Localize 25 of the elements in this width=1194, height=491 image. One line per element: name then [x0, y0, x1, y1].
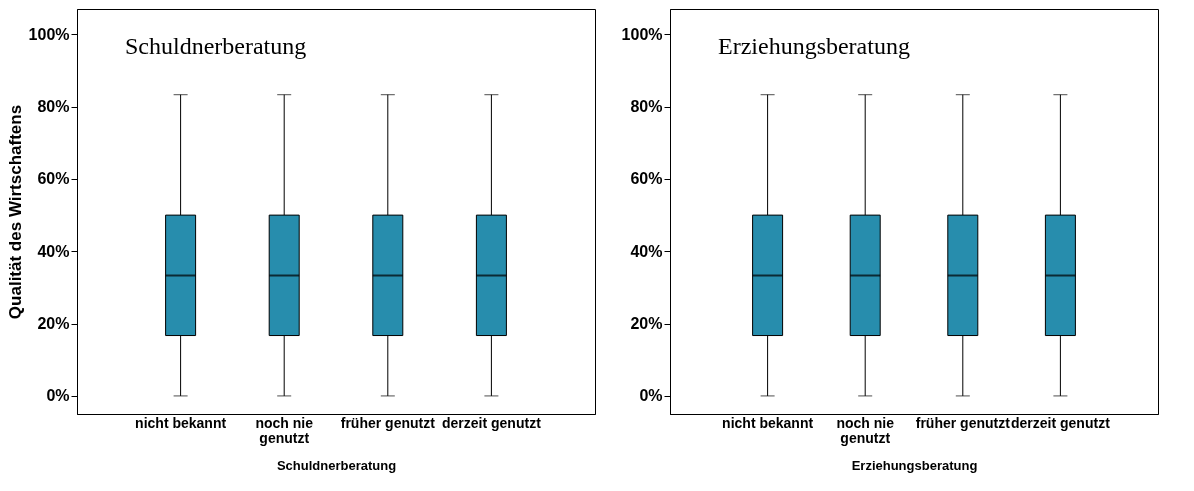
x-tick-label: noch nie genutzt — [255, 414, 314, 446]
y-axis-title: Qualität des Wirtschaftens — [5, 104, 25, 320]
x-tick-label: früher genutzt — [915, 414, 1011, 431]
y-tick-label: 20% — [37, 315, 70, 333]
x-tick-label: früher genutzt — [340, 414, 436, 431]
y-tick-label: 100% — [28, 25, 70, 43]
y-tick-label: 40% — [630, 242, 663, 260]
x-tick-label: nicht bekannt — [722, 414, 814, 431]
x-tick-label: derzeit genutzt — [442, 414, 542, 431]
y-tick-label: 0% — [46, 387, 70, 405]
y-tick-label: 60% — [630, 170, 663, 188]
y-tick-label: 100% — [621, 25, 663, 43]
y-tick-label: 40% — [37, 242, 70, 260]
y-tick-label: 80% — [630, 98, 663, 116]
text: Erziehungsberatung — [718, 33, 910, 59]
x-axis-title: Schuldnerberatung — [276, 457, 397, 473]
x-tick-label: noch nie genutzt — [836, 414, 895, 446]
x-axis-title: Erziehungsberatung — [851, 457, 978, 473]
text: Schuldnerberatung — [125, 33, 307, 59]
y-tick-label: 20% — [630, 315, 663, 333]
x-tick-label: nicht bekannt — [135, 414, 227, 431]
y-tick-label: 80% — [37, 98, 70, 116]
y-tick-label: 0% — [639, 387, 663, 405]
x-tick-label: derzeit genutzt — [1011, 414, 1111, 431]
y-tick-label: 60% — [37, 170, 70, 188]
